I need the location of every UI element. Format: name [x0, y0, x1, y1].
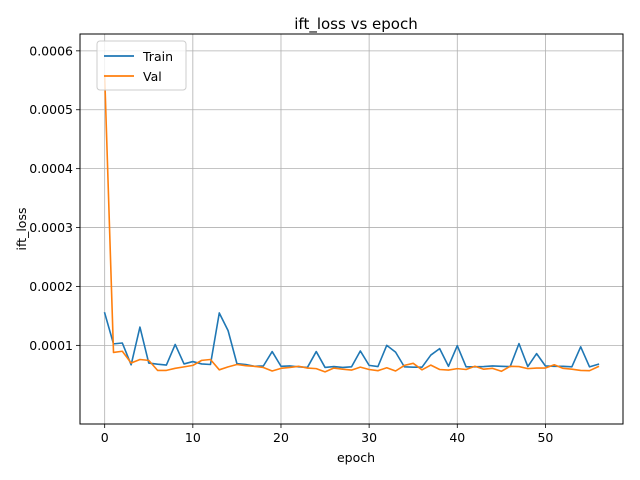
- legend-box: [96, 40, 187, 91]
- y-tick-label: 0.0003: [29, 220, 73, 235]
- legend: Train Val: [96, 40, 187, 91]
- legend-label-train: Train: [142, 49, 173, 64]
- y-tick-label: 0.0002: [29, 279, 73, 294]
- legend-label-val: Val: [143, 69, 162, 84]
- series-line-train: [103, 311, 600, 369]
- series-lines: [103, 74, 600, 373]
- x-tick-label: 10: [185, 430, 201, 445]
- y-tick-label: 0.0006: [29, 43, 73, 58]
- y-tick-label: 0.0004: [29, 161, 73, 176]
- series-line-val: [103, 74, 600, 373]
- x-tick-label: 30: [361, 430, 377, 445]
- y-axis-label: ift_loss: [14, 208, 29, 251]
- x-tick-label: 50: [537, 430, 553, 445]
- chart-title: ift_loss vs epoch: [294, 15, 417, 34]
- x-tick-label: 40: [449, 430, 465, 445]
- x-axis-label: epoch: [337, 450, 375, 465]
- x-tick-label: 20: [273, 430, 289, 445]
- axis-ticks: 0 10 20 30 40 50 0.0001 0.0002 0.0003 0.0004 0.000…: [29, 43, 553, 445]
- x-tick-label: 0: [101, 430, 109, 445]
- y-tick-label: 0.0001: [29, 338, 73, 353]
- plot-frame: [79, 33, 624, 425]
- y-tick-label: 0.0005: [29, 102, 73, 117]
